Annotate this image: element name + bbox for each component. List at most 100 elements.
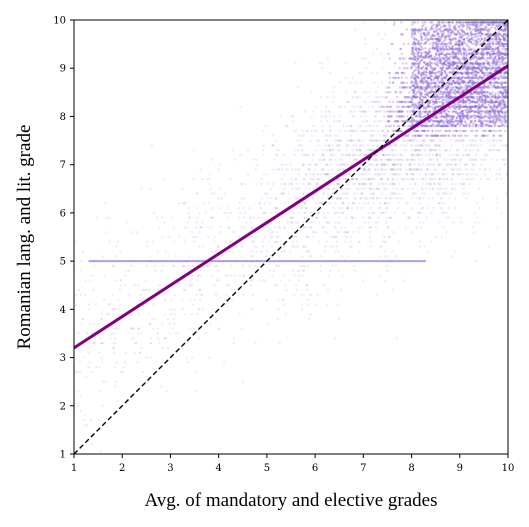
scatter-point bbox=[352, 264, 355, 268]
scatter-point bbox=[456, 71, 459, 75]
scatter-point bbox=[355, 81, 358, 84]
scatter-point bbox=[495, 105, 499, 109]
scatter-point bbox=[140, 346, 143, 350]
scatter-point bbox=[370, 71, 374, 75]
scatter-point bbox=[505, 71, 508, 75]
scatter-point bbox=[380, 158, 383, 161]
scatter-point bbox=[418, 173, 421, 176]
scatter-point bbox=[142, 288, 145, 292]
scatter-point bbox=[215, 264, 218, 268]
scatter-point bbox=[488, 115, 491, 119]
scatter-point bbox=[464, 108, 467, 112]
scatter-point bbox=[384, 202, 387, 205]
scatter-point bbox=[408, 86, 412, 89]
scatter-point bbox=[473, 35, 477, 39]
scatter-point bbox=[436, 86, 439, 89]
scatter-point bbox=[433, 182, 436, 186]
scatter-point bbox=[489, 144, 492, 147]
scatter-point bbox=[317, 221, 320, 224]
scatter-point bbox=[502, 52, 505, 55]
scatter-point bbox=[368, 173, 371, 176]
scatter-point bbox=[448, 107, 451, 110]
scatter-point bbox=[316, 293, 320, 297]
scatter-point bbox=[385, 96, 388, 99]
scatter-point bbox=[456, 173, 459, 176]
scatter-point bbox=[415, 38, 418, 41]
scatter-point bbox=[333, 86, 336, 89]
scatter-point bbox=[463, 139, 466, 142]
scatter-point bbox=[457, 153, 461, 157]
scatter-point bbox=[366, 182, 369, 186]
scatter-point bbox=[480, 163, 483, 166]
scatter-point bbox=[487, 100, 490, 104]
scatter-point bbox=[285, 288, 288, 292]
scatter-point bbox=[341, 168, 344, 171]
scatter-point bbox=[494, 100, 498, 103]
scatter-point bbox=[392, 168, 395, 171]
scatter-point bbox=[380, 192, 384, 195]
scatter-point bbox=[289, 163, 292, 166]
scatter-point bbox=[471, 96, 474, 99]
scatter-point bbox=[397, 110, 400, 113]
scatter-point bbox=[414, 192, 417, 195]
scatter-point bbox=[214, 293, 218, 297]
scatter-point bbox=[190, 274, 194, 277]
scatter-point bbox=[413, 158, 417, 161]
scatter-point bbox=[446, 21, 450, 24]
scatter-point bbox=[422, 70, 426, 73]
scatter-point bbox=[360, 192, 364, 195]
scatter-point bbox=[365, 197, 368, 200]
scatter-point bbox=[455, 33, 458, 36]
scatter-point bbox=[479, 52, 482, 55]
scatter-point bbox=[473, 21, 476, 24]
scatter-point bbox=[364, 168, 367, 171]
scatter-point bbox=[369, 100, 372, 104]
scatter-point bbox=[434, 129, 438, 133]
scatter-point bbox=[397, 115, 400, 118]
scatter-point bbox=[303, 163, 306, 166]
scatter-point bbox=[442, 62, 446, 65]
scatter-point bbox=[195, 390, 198, 393]
scatter-point bbox=[419, 45, 422, 48]
scatter-point bbox=[79, 394, 82, 398]
scatter-point bbox=[409, 168, 412, 171]
scatter-point bbox=[346, 206, 350, 210]
scatter-point bbox=[459, 163, 462, 166]
scatter-point bbox=[186, 226, 189, 229]
scatter-point bbox=[411, 62, 415, 65]
scatter-point bbox=[421, 206, 425, 210]
scatter-point bbox=[317, 211, 321, 215]
scatter-point bbox=[351, 76, 355, 80]
scatter-point bbox=[418, 245, 421, 248]
scatter-point bbox=[487, 67, 491, 70]
scatter-point bbox=[358, 124, 361, 128]
scatter-point bbox=[453, 187, 457, 190]
scatter-point bbox=[420, 91, 423, 94]
scatter-point bbox=[402, 144, 406, 147]
scatter-point bbox=[491, 81, 494, 84]
scatter-point bbox=[208, 356, 211, 359]
scatter-point bbox=[408, 91, 411, 94]
scatter-point bbox=[383, 158, 387, 161]
scatter-point bbox=[282, 303, 286, 306]
scatter-point bbox=[417, 91, 420, 94]
scatter-point bbox=[319, 96, 322, 99]
scatter-point bbox=[351, 216, 354, 219]
scatter-point bbox=[421, 187, 424, 190]
scatter-point bbox=[184, 202, 187, 205]
scatter-point bbox=[304, 206, 307, 210]
scatter-point bbox=[110, 337, 113, 340]
scatter-point bbox=[87, 303, 91, 306]
scatter-point bbox=[465, 144, 469, 147]
scatter-point bbox=[341, 163, 344, 166]
scatter-point bbox=[473, 28, 476, 31]
scatter-point bbox=[353, 269, 356, 272]
scatter-point bbox=[472, 173, 475, 176]
scatter-point bbox=[281, 298, 284, 301]
scatter-point bbox=[372, 202, 375, 205]
scatter-point bbox=[329, 134, 332, 137]
scatter-point bbox=[475, 81, 479, 84]
scatter-point bbox=[154, 269, 158, 272]
scatter-point bbox=[469, 116, 472, 120]
scatter-point bbox=[431, 158, 434, 161]
